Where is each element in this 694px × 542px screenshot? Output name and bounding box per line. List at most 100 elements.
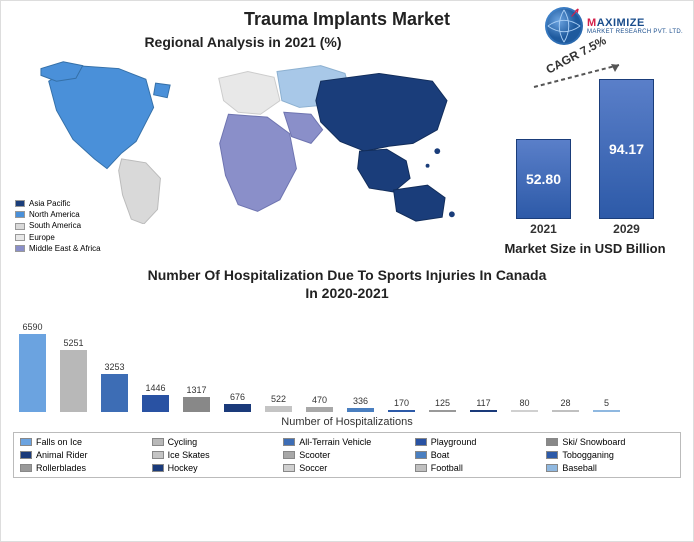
market-size-panel: CAGR 7.5% 52.80202194.172029 Market Size… (485, 34, 685, 256)
market-size-caption: Market Size in USD Billion (485, 241, 685, 256)
legend-swatch (546, 464, 558, 472)
hosp-bar (593, 410, 620, 412)
hospitalization-x-title: Number of Hospitalizations (13, 416, 681, 428)
legend-swatch (20, 438, 32, 446)
market-size-year: 2029 (600, 222, 653, 236)
hosp-bar (552, 410, 579, 412)
legend-label: Soccer (299, 463, 327, 473)
hosp-bar-value: 5 (604, 398, 609, 408)
hosp-bar (388, 410, 415, 412)
legend-label: Falls on Ice (36, 437, 82, 447)
legend-label: Playground (431, 437, 477, 447)
legend-label: Baseball (562, 463, 597, 473)
legend-swatch (20, 464, 32, 472)
hosp-bar-column: 1446 (142, 383, 169, 412)
hosp-bar-value: 125 (435, 398, 450, 408)
hosp-legend-item: Animal Rider (20, 450, 148, 460)
legend-label: North America (29, 209, 80, 220)
hosp-legend-item: Falls on Ice (20, 437, 148, 447)
hosp-bar (183, 397, 210, 413)
legend-label: Animal Rider (36, 450, 88, 460)
hospitalization-legend: Falls on Ice Cycling All-Terrain Vehicle Pl… (13, 432, 681, 478)
hosp-legend-item: Baseball (546, 463, 674, 473)
market-size-bars: 52.80202194.172029 (485, 54, 685, 219)
market-size-year: 2021 (517, 222, 570, 236)
hosp-legend-item: Ice Skates (152, 450, 280, 460)
legend-swatch (546, 438, 558, 446)
hosp-bar-column: 80 (511, 398, 538, 412)
hosp-legend-item: Cycling (152, 437, 280, 447)
hosp-bar-value: 470 (312, 395, 327, 405)
hosp-bar (224, 404, 251, 412)
hosp-bar-value: 28 (560, 398, 570, 408)
hosp-legend-item: Boat (415, 450, 543, 460)
legend-swatch (15, 211, 25, 218)
hosp-bar (429, 410, 456, 412)
legend-label: South America (29, 220, 81, 231)
legend-swatch (15, 200, 25, 207)
legend-swatch (415, 464, 427, 472)
hosp-bar-value: 117 (476, 398, 490, 408)
hosp-legend-item: Soccer (283, 463, 411, 473)
hosp-bar (347, 408, 374, 412)
hosp-legend-item: Ski/ Snowboard (546, 437, 674, 447)
hosp-legend-item: All-Terrain Vehicle (283, 437, 411, 447)
hosp-bar-value: 3253 (104, 362, 124, 372)
hosp-bar-value: 6590 (22, 322, 42, 332)
hosp-legend-item: Rollerblades (20, 463, 148, 473)
legend-swatch (15, 245, 25, 252)
legend-label: Scooter (299, 450, 330, 460)
map-legend-item: Middle East & Africa (15, 243, 101, 254)
legend-label: Ice Skates (168, 450, 210, 460)
logo-text: MAXIMIZE MARKET RESEARCH PVT. LTD. (587, 18, 683, 35)
legend-label: Europe (29, 232, 55, 243)
hosp-legend-item: Scooter (283, 450, 411, 460)
hosp-bar (19, 334, 46, 412)
hosp-bar (101, 374, 128, 413)
hosp-bar (470, 410, 497, 412)
hosp-bar-value: 5251 (63, 338, 83, 348)
hosp-bar-column: 117 (470, 398, 497, 412)
legend-swatch (415, 451, 427, 459)
hosp-bar (511, 410, 538, 412)
legend-label: Cycling (168, 437, 198, 447)
hosp-legend-item: Football (415, 463, 543, 473)
legend-label: All-Terrain Vehicle (299, 437, 371, 447)
market-size-bar: 52.802021 (516, 139, 571, 219)
legend-swatch (20, 451, 32, 459)
hospitalization-chart: 6590 5251 3253 1446 1317 676 522 470 336 170 125 11… (13, 312, 681, 412)
legend-swatch (546, 451, 558, 459)
legend-swatch (152, 464, 164, 472)
hosp-bar-value: 80 (519, 398, 529, 408)
map-legend-item: Asia Pacific (15, 198, 101, 209)
legend-label: Boat (431, 450, 450, 460)
legend-label: Rollerblades (36, 463, 86, 473)
legend-label: Asia Pacific (29, 198, 70, 209)
legend-label: Football (431, 463, 463, 473)
hosp-bar (265, 406, 292, 412)
legend-swatch (15, 234, 25, 241)
map-legend-item: Europe (15, 232, 101, 243)
map-legend: Asia PacificNorth AmericaSouth AmericaEu… (15, 198, 101, 254)
hosp-bar-value: 1317 (186, 385, 206, 395)
hosp-bar-column: 522 (265, 394, 292, 412)
legend-swatch (283, 438, 295, 446)
hosp-bar-column: 470 (306, 395, 333, 413)
hosp-bar (306, 407, 333, 413)
hosp-bar (142, 395, 169, 412)
regional-title: Regional Analysis in 2021 (%) (9, 34, 477, 50)
hosp-bar-column: 28 (552, 398, 579, 412)
hosp-legend-item: Hockey (152, 463, 280, 473)
hosp-legend-item: Playground (415, 437, 543, 447)
legend-swatch (415, 438, 427, 446)
map-legend-item: South America (15, 220, 101, 231)
hosp-bar-value: 676 (230, 392, 245, 402)
hosp-bar-column: 676 (224, 392, 251, 412)
legend-swatch (15, 223, 25, 230)
hosp-bar-value: 170 (394, 398, 409, 408)
hosp-bar-value: 1446 (145, 383, 165, 393)
legend-swatch (283, 464, 295, 472)
hosp-bar-column: 5251 (60, 338, 87, 412)
map-legend-item: North America (15, 209, 101, 220)
hosp-bar-value: 336 (353, 396, 368, 406)
